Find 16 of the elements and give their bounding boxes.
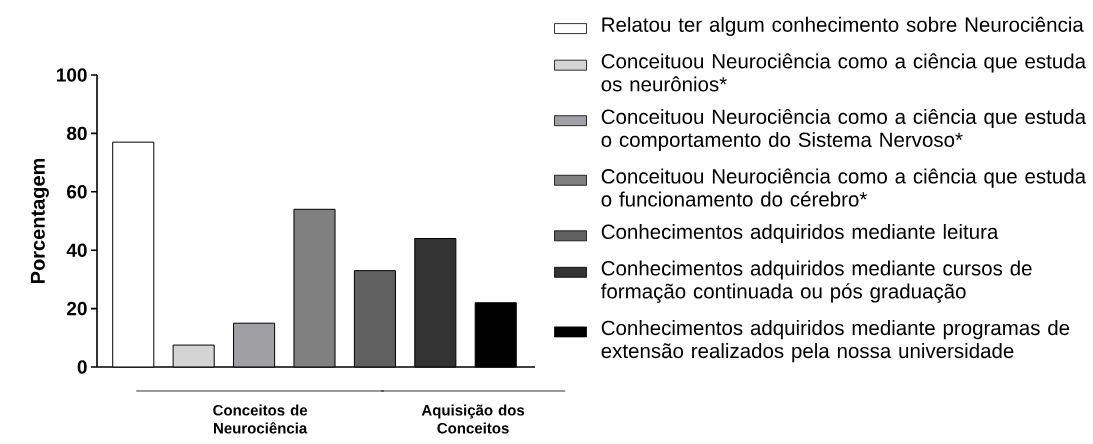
y-tick-label: 60 bbox=[67, 185, 87, 199]
legend-label: Conceituou Neurociência como a ciência que estuda o comportamento do Sistema Nervoso* bbox=[601, 108, 1087, 152]
legend-label: Conceituou Neurociência como a ciência que estuda o funcionamento do cérebro* bbox=[601, 168, 1087, 207]
text: Conceitos de Neurociência bbox=[213, 404, 308, 434]
legend-label: Conhecimentos adquiridos mediante programas de extensão realizados pela nossa universidade bbox=[601, 320, 1070, 363]
legend-label: Conceituou Neurociência como a ciência que estuda os neurônios* bbox=[601, 53, 1087, 92]
legend-label: Conhecimentos adquiridos mediante cursos de formação continuada ou pós graduação bbox=[601, 260, 1032, 303]
text: Aquisição dos Conceitos bbox=[421, 404, 525, 434]
y-tick-label: 80 bbox=[66, 126, 87, 141]
legend-label: Relatou ter algum conhecimento sobre Neurociência bbox=[602, 16, 1084, 36]
y-tick-label: 20 bbox=[67, 301, 87, 316]
y-tick-label: 40 bbox=[66, 243, 87, 257]
y-tick-label: 100 bbox=[56, 68, 87, 82]
y-axis-title: Porcentagem bbox=[30, 158, 49, 284]
y-tick-label: 0 bbox=[77, 360, 87, 374]
legend-label: Conhecimentos adquiridos mediante leitura bbox=[601, 224, 999, 244]
